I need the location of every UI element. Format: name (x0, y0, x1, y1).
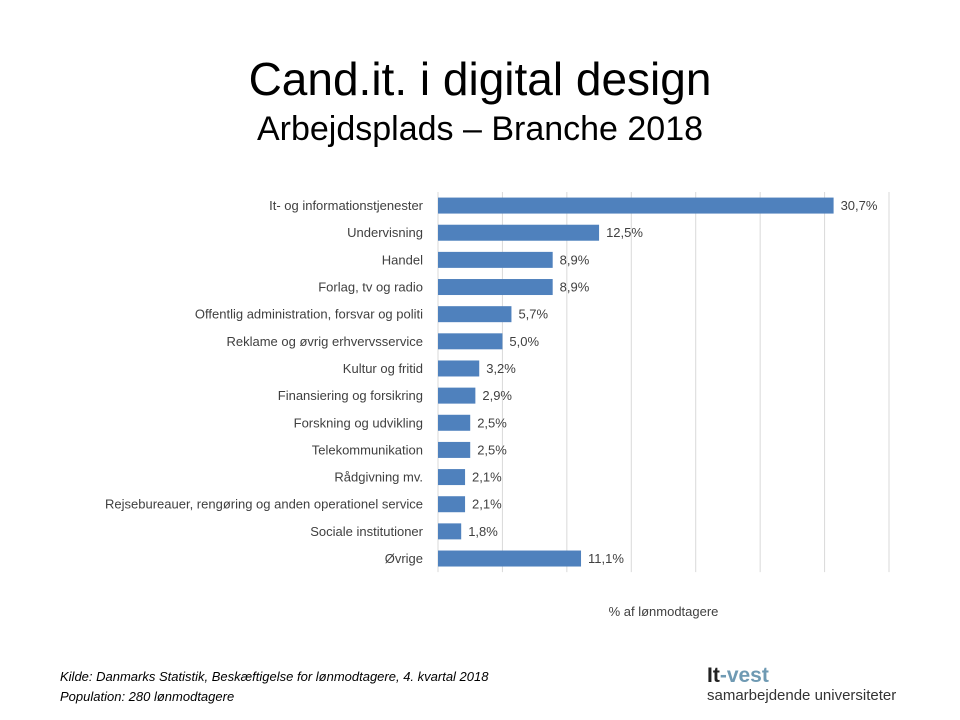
bar (438, 441, 471, 458)
bar (438, 224, 600, 241)
bar (438, 414, 471, 431)
data-label: 5,7% (518, 307, 548, 322)
bar (438, 360, 480, 377)
data-label: 11,1% (588, 551, 624, 566)
slide-subtitle: Arbejdsplads – Branche 2018 (256, 110, 704, 148)
category-label: Forlag, tv og radio (318, 280, 423, 295)
bar (438, 251, 553, 268)
logo-tagline: samarbejdende universiteter (707, 687, 897, 704)
data-label: 2,5% (477, 442, 507, 457)
category-label: Forskning og udvikling (294, 415, 423, 430)
category-label: Undervisning (347, 225, 423, 240)
source-note: Kilde: Danmarks Statistik, Beskæftigelse… (60, 669, 489, 684)
population-note: Population: 280 lønmodtagere (60, 689, 235, 704)
x-axis-label: % af lønmodtagere (609, 604, 719, 619)
category-label: Reklame og øvrig erhvervsservice (226, 334, 423, 349)
category-label: Kultur og fritid (343, 361, 423, 376)
data-label: 8,9% (560, 252, 590, 267)
data-label: 2,1% (472, 497, 502, 512)
category-label: Rådgivning mv. (334, 470, 423, 485)
data-label: 8,9% (560, 280, 590, 295)
bar (438, 387, 476, 404)
data-label: 1,8% (468, 524, 498, 539)
category-label: Handel (382, 252, 423, 267)
data-label: 2,5% (477, 415, 507, 430)
category-label: It- og informationstjenester (269, 198, 424, 213)
bar (438, 197, 834, 214)
category-label: Telekommunikation (312, 442, 423, 457)
bar (438, 496, 466, 513)
data-label: 2,9% (482, 388, 512, 403)
logo-text-vest: -vest (719, 664, 769, 687)
logo-text-it: It (707, 664, 720, 687)
category-label: Finansiering og forsikring (278, 388, 423, 403)
it-vest-logo: It-vest samarbejdende universiteter (707, 665, 896, 705)
data-label: 12,5% (606, 225, 643, 240)
bar (438, 469, 466, 486)
bar (438, 279, 553, 296)
bar (438, 333, 503, 350)
bar (438, 306, 512, 323)
category-label: Sociale institutioner (310, 524, 423, 539)
bar (438, 523, 462, 540)
slide-title: Cand.it. i digital design (248, 53, 712, 105)
category-label: Offentlig administration, forsvar og pol… (195, 307, 423, 322)
data-label: 2,1% (472, 470, 502, 485)
category-label: Øvrige (385, 551, 423, 566)
data-label: 30,7% (841, 198, 878, 213)
category-label: Rejsebureauer, rengøring og anden operat… (105, 497, 423, 512)
data-label: 3,2% (486, 361, 516, 376)
data-label: 5,0% (509, 334, 539, 349)
bar (438, 550, 582, 567)
